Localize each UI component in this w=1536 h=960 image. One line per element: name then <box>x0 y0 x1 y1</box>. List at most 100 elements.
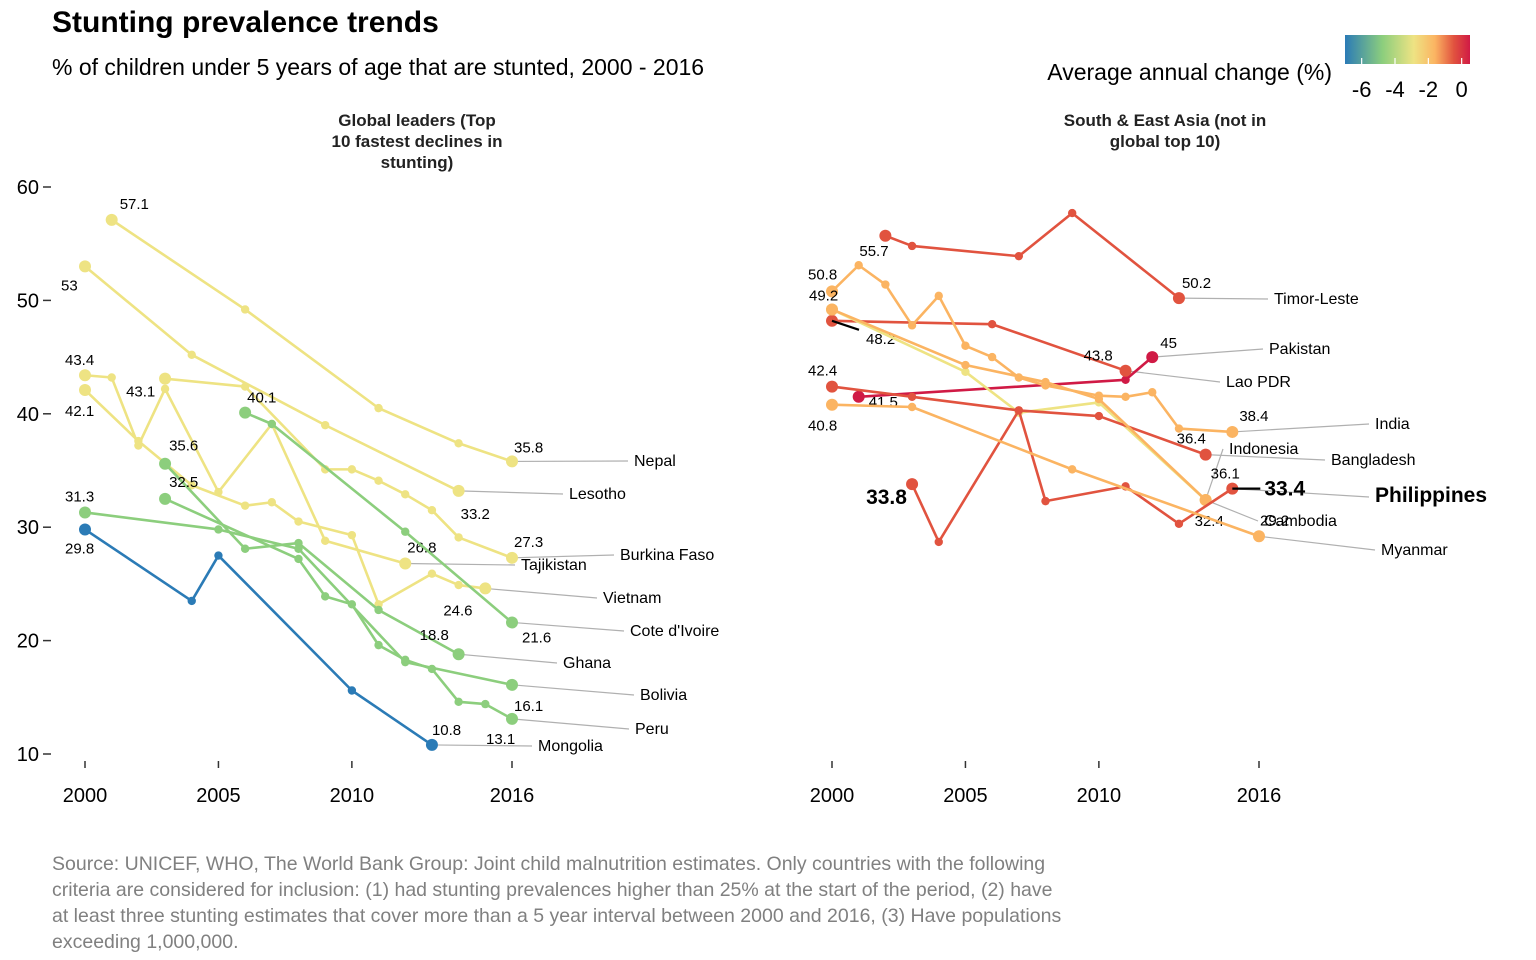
data-point <box>294 554 303 564</box>
leader-line-lesotho <box>458 490 564 495</box>
data-point <box>79 260 91 273</box>
leader-line-bolivia <box>511 684 635 696</box>
start-value-label: 32.5 <box>169 474 198 491</box>
leader-line-burkina-faso <box>511 554 615 559</box>
data-point <box>105 213 118 226</box>
data-point <box>454 580 463 590</box>
data-point <box>1014 251 1024 261</box>
data-point <box>374 640 383 650</box>
data-point <box>1041 377 1050 387</box>
country-label-bangladesh: Bangladesh <box>1331 452 1416 469</box>
data-point <box>425 738 438 751</box>
data-point <box>452 648 465 661</box>
country-label-philippines: Philippines <box>1375 484 1487 507</box>
data-point <box>454 439 463 448</box>
extra-value-label: 36.1 <box>1211 466 1240 483</box>
leader-line-india <box>1232 423 1370 433</box>
data-point <box>1121 375 1130 384</box>
country-label-lesotho: Lesotho <box>569 486 626 503</box>
data-point <box>907 241 917 251</box>
start-value-label: 33.8 <box>866 486 907 509</box>
end-value-label: 10.8 <box>432 722 461 739</box>
source-text: Source: UNICEF, WHO, The World Bank Grou… <box>52 853 1061 953</box>
end-value-label: 21.6 <box>522 629 551 646</box>
data-point <box>934 537 943 547</box>
country-label-burkina-faso: Burkina Faso <box>620 547 714 564</box>
start-value-label: 42.1 <box>65 403 94 420</box>
start-value-label: 43.4 <box>65 352 94 369</box>
data-point <box>294 544 303 553</box>
start-value-label: 41.5 <box>869 394 898 411</box>
leader-lines <box>1125 297 1376 551</box>
chart-title: Stunting prevalence trends <box>52 6 439 39</box>
series-cambodia: Cambodia <box>826 303 1337 530</box>
series-india: 50.8 38.4 India <box>808 261 1410 438</box>
legend-title: Average annual change (%) <box>1047 59 1332 85</box>
data-point <box>187 350 196 360</box>
leader-line-cambodia <box>1205 499 1259 522</box>
country-label-indonesia: Indonesia <box>1229 441 1298 458</box>
data-point <box>826 303 838 316</box>
data-point <box>159 372 172 385</box>
data-point <box>107 373 116 382</box>
end-value-label: 33.2 <box>461 506 490 523</box>
y-tick-label: 40 <box>17 404 39 426</box>
data-point <box>239 406 252 419</box>
data-point <box>506 551 518 564</box>
data-point <box>134 436 143 446</box>
color-legend: Average annual change (%) -6 -4 -2 0 <box>1047 35 1470 102</box>
data-point <box>479 582 492 595</box>
y-tick-label: 30 <box>17 517 39 539</box>
panel-global-leaders: Global leaders (Top 10 fastest declines i… <box>61 111 719 807</box>
start-value-label: 43.1 <box>126 384 155 401</box>
leader-line-mongolia <box>431 744 533 747</box>
x-tick-label: 2016 <box>490 785 535 807</box>
data-point <box>961 341 970 350</box>
start-value-label: 35.6 <box>169 438 198 455</box>
end-value-label: 33.4 <box>1264 478 1305 501</box>
y-tick-label: 20 <box>17 631 39 653</box>
data-point <box>214 551 223 560</box>
data-point <box>347 686 357 695</box>
data-point <box>906 478 919 491</box>
source-line: exceeding 1,000,000. <box>52 931 239 953</box>
data-point <box>214 525 223 534</box>
end-value-label: 38.4 <box>1239 408 1268 425</box>
data-point <box>826 398 838 411</box>
series-line-india <box>831 263 1233 434</box>
data-point <box>961 367 970 377</box>
start-value-label: 40.8 <box>808 418 837 435</box>
start-value-label: 50.8 <box>808 266 837 283</box>
series-philippines: 33.8 33.4 Philippines <box>866 406 1487 547</box>
end-value-label: 36.4 <box>1177 431 1206 448</box>
x-tick-label: 2000 <box>810 785 855 807</box>
data-point <box>399 557 412 570</box>
end-value-label: 32.4 <box>1195 513 1224 530</box>
data-point <box>1067 208 1077 218</box>
data-point <box>240 382 250 391</box>
connector-line <box>831 319 860 331</box>
leader-line-tajikistan <box>405 562 516 566</box>
end-value-label: 43.8 <box>1084 348 1113 365</box>
legend-tick-label: -6 <box>1352 77 1372 102</box>
data-point <box>79 383 91 396</box>
data-point <box>506 712 518 725</box>
x-tick-label: 2005 <box>943 785 988 807</box>
start-value-label: 42.4 <box>808 363 837 380</box>
y-tick-label: 10 <box>17 744 39 766</box>
y-tick-label: 50 <box>17 290 39 312</box>
data-point <box>1041 496 1050 506</box>
data-point <box>506 616 518 629</box>
country-label-nepal: Nepal <box>634 453 676 470</box>
start-value-label: 53 <box>61 277 78 294</box>
series-line-timor-leste <box>884 211 1180 300</box>
data-point <box>454 533 463 542</box>
country-label-pakistan: Pakistan <box>1269 341 1330 358</box>
country-label-myanmar: Myanmar <box>1381 542 1448 559</box>
data-point <box>320 536 330 546</box>
series-line-lesotho <box>84 265 460 493</box>
leader-line-timor-leste <box>1178 297 1269 300</box>
data-point <box>374 403 383 413</box>
data-point <box>427 664 437 674</box>
